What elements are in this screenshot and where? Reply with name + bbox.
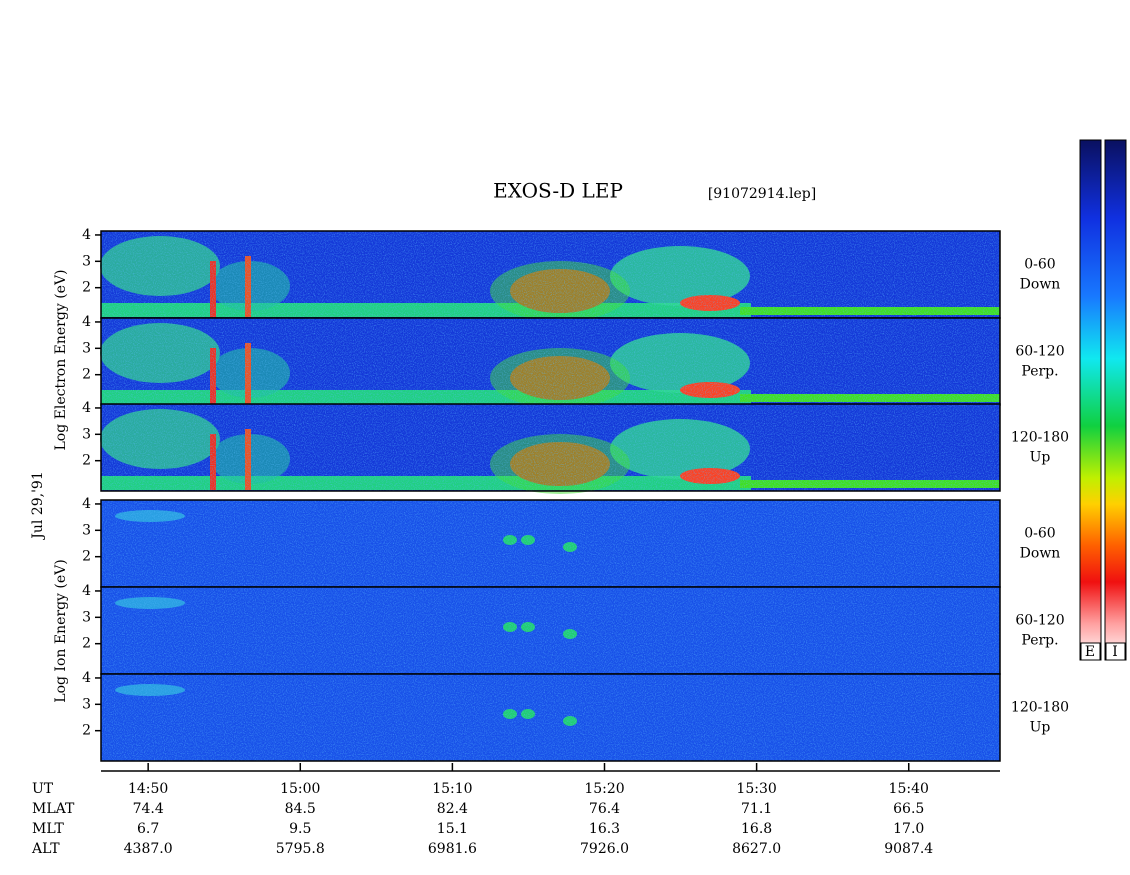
y-tick-label: 3 [82, 609, 91, 625]
y-tick-label: 2 [82, 280, 91, 296]
direction-label: Perp. [1021, 364, 1058, 380]
direction-label: Up [1030, 450, 1051, 466]
colorbar-box [1105, 642, 1126, 661]
ephemeris-value: 82.4 [437, 801, 468, 817]
ephemeris-value: 66.5 [893, 801, 924, 817]
angle-label: 60-120 [1015, 613, 1064, 629]
x-tick-label: 15:30 [736, 781, 776, 797]
noise [101, 404, 1000, 491]
ephemeris-value: 9.5 [289, 821, 311, 837]
y-tick-label: 3 [82, 426, 91, 442]
colorbar-label: E [1085, 644, 1095, 660]
colorbar [1104, 139, 1127, 661]
x-tick-label: 15:00 [280, 781, 320, 797]
noise [101, 674, 1000, 761]
x-tick-label: 15:20 [584, 781, 624, 797]
ephemeris-value: 9087.4 [884, 841, 933, 857]
x-tick-label: 15:40 [889, 781, 929, 797]
ephemeris-value: 7926.0 [580, 841, 629, 857]
title: EXOS-D LEP [493, 179, 623, 203]
ephemeris-value: 76.4 [589, 801, 620, 817]
ephemeris-value: 16.8 [741, 821, 772, 837]
angle-label: 60-120 [1015, 344, 1064, 360]
ephemeris-value: 4387.0 [124, 841, 173, 857]
ephemeris-value: 6.7 [137, 821, 159, 837]
ephemeris-value: 71.1 [741, 801, 772, 817]
x-tick-label: 14:50 [128, 781, 168, 797]
direction-label: Down [1020, 546, 1061, 562]
y-tick-label: 2 [82, 723, 91, 739]
ephemeris-value: 17.0 [893, 821, 924, 837]
ephemeris-label: UT [32, 781, 54, 797]
direction-label: Up [1030, 720, 1051, 736]
ephemeris-label: ALT [31, 841, 60, 857]
y-tick-label: 3 [82, 522, 91, 538]
ephemeris-value: 8627.0 [732, 841, 781, 857]
y-tick-label: 4 [82, 670, 91, 686]
angle-label: 0-60 [1024, 257, 1055, 273]
panel-frame [100, 673, 1001, 762]
y-tick-label: 4 [82, 227, 91, 243]
colorbar-box [1080, 642, 1101, 661]
y-tick-label: 2 [82, 367, 91, 383]
y-tick-label: 4 [82, 314, 91, 330]
panel-frame [100, 403, 1001, 492]
ephemeris-label: MLT [32, 821, 64, 837]
y-tick-label: 4 [82, 583, 91, 599]
y-tick-label: 3 [82, 696, 91, 712]
y-tick-label: 2 [82, 636, 91, 652]
ephemeris-value: 84.5 [285, 801, 316, 817]
y-tick-label: 4 [82, 496, 91, 512]
angle-label: 120-180 [1011, 430, 1069, 446]
y-tick-label: 3 [82, 340, 91, 356]
y-axis-label: Log Ion Energy (eV) [53, 559, 69, 702]
angle-label: 0-60 [1024, 526, 1055, 542]
ephemeris-label: MLAT [32, 801, 75, 817]
noise [101, 500, 1000, 587]
noise [101, 318, 1000, 405]
y-tick-label: 2 [82, 453, 91, 469]
file-name: [91072914.lep] [708, 186, 816, 202]
date-label: Jul 29,'91 [30, 471, 46, 540]
x-tick-label: 15:10 [432, 781, 472, 797]
ephemeris-value: 16.3 [589, 821, 620, 837]
angle-label: 120-180 [1011, 700, 1069, 716]
direction-label: Down [1020, 277, 1061, 293]
ephemeris-value: 5795.8 [276, 841, 325, 857]
noise [101, 231, 1000, 318]
colorbar [1079, 139, 1102, 661]
y-axis-label: Log Electron Energy (eV) [53, 269, 69, 450]
colorbar-label: I [1112, 644, 1118, 660]
ephemeris-value: 15.1 [437, 821, 468, 837]
ephemeris-value: 6981.6 [428, 841, 477, 857]
y-tick-label: 2 [82, 549, 91, 565]
ephemeris-value: 74.4 [133, 801, 164, 817]
y-tick-label: 3 [82, 253, 91, 269]
direction-label: Perp. [1021, 633, 1058, 649]
noise [101, 587, 1000, 674]
y-tick-label: 4 [82, 400, 91, 416]
